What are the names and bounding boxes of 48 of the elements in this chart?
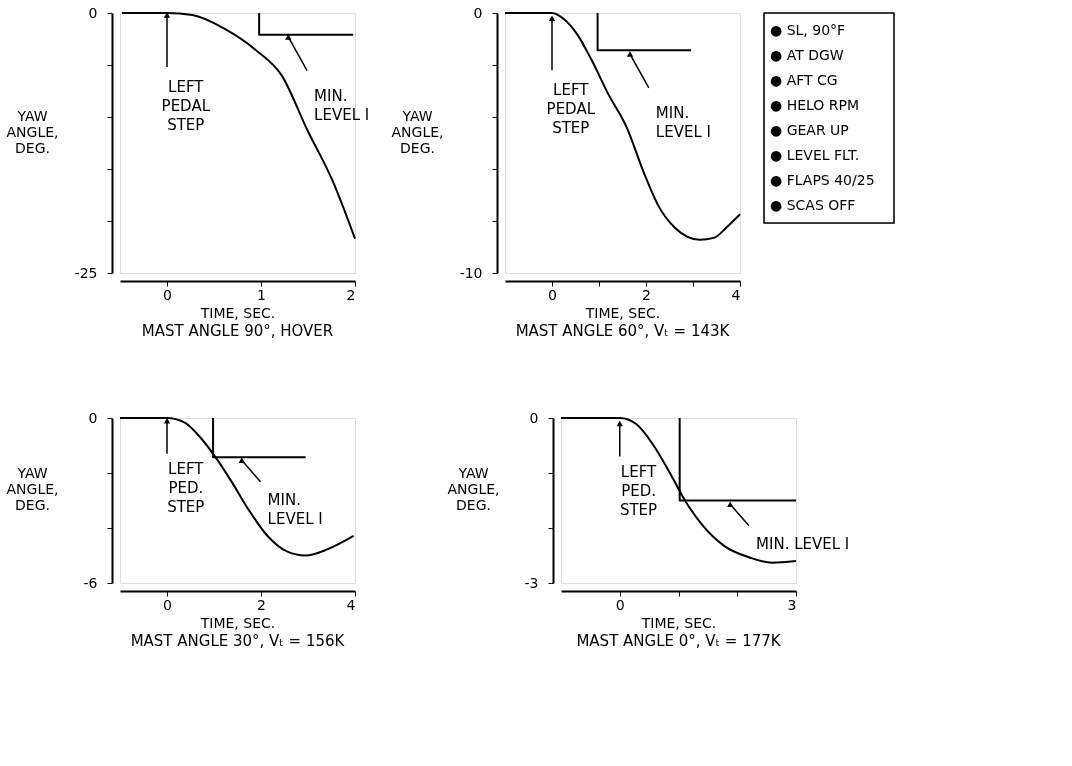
annotation: LEFT PED. STEP [619,462,658,519]
text: ● AFT CG [770,71,838,88]
text: ● SCAS OFF [770,196,856,213]
x-tick-label: 4 [346,596,356,613]
text: MAST ANGLE 30°, Vₜ = 156K [130,632,346,650]
x-tick-label: 2 [642,286,651,303]
y-tick-label: -6 [83,574,98,591]
text: ● AT DGW [770,46,844,63]
text: ● LEVEL FLT. [770,146,860,163]
y-tick-label: 0 [88,4,98,21]
annotation: LEFT PEDAL STEP [161,78,211,135]
text: ● SL, 90°F [770,21,846,38]
text: ● HELO RPM [770,96,860,113]
annotation: MIN. LEVEL I [655,104,711,142]
y-tick-label: 0 [88,409,98,426]
x-tick-label: 0 [548,286,557,303]
x-tick-label: 2 [346,286,356,303]
annotation: MIN. LEVEL I [267,491,323,529]
x-axis-title: TIME, SEC. [199,614,276,631]
line-series [504,12,741,241]
x-axis-title: TIME, SEC. [584,304,661,321]
annotation: MIN. LEVEL I [314,86,370,124]
x-tick-label: 1 [257,286,266,303]
y-axis-title: YAW ANGLE, DEG. [6,465,59,513]
y-tick-label: -3 [524,574,539,591]
annotation: MIN. LEVEL I [756,535,850,554]
text: MAST ANGLE 0°, Vₜ = 177K [576,632,782,650]
text: ● FLAPS 40/25 [770,171,875,188]
y-axis-title: YAW ANGLE, DEG. [6,107,59,156]
text: ● GEAR UP [770,121,849,138]
x-tick-label: 0 [615,596,625,613]
x-axis-title: TIME, SEC. [199,304,276,321]
annotation: LEFT PED. STEP [167,460,205,516]
y-axis-title: YAW ANGLE, DEG. [447,465,500,513]
annotation: LEFT PEDAL STEP [546,81,596,138]
x-axis-title: TIME, SEC. [640,614,717,631]
line-series [119,417,355,557]
text: MAST ANGLE 60°, Vₜ = 143K [515,322,731,340]
x-tick-label: 0 [163,286,172,303]
x-tick-label: 3 [787,596,797,613]
y-tick-label: -25 [74,264,98,281]
text: MAST ANGLE 90°, HOVER [141,322,334,340]
x-tick-label: 0 [163,596,172,613]
x-tick-label: 2 [257,596,266,613]
line-series [560,417,797,564]
y-tick-label: -10 [459,264,483,281]
y-axis-title: YAW ANGLE, DEG. [391,107,444,156]
x-tick-label: 4 [731,286,741,303]
